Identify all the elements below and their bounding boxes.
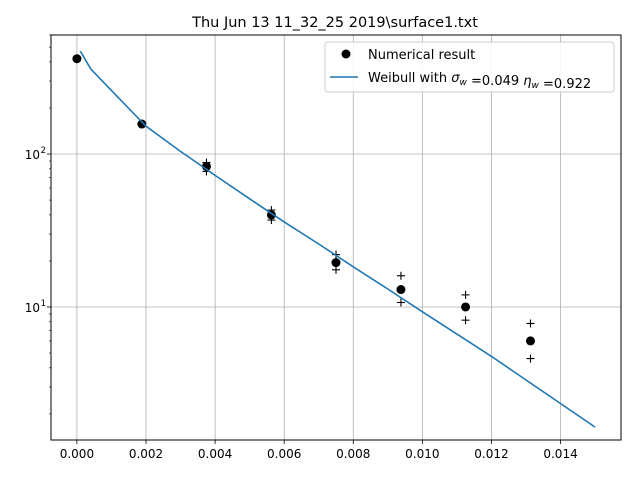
error-bound-marker: [202, 158, 211, 167]
legend-label-weibull: Weibull with σw =0.049 ηw =0.922: [368, 71, 591, 92]
weibull-fit-line: [79, 50, 596, 428]
series-layer: [72, 50, 596, 428]
legend-label-part: w: [460, 78, 468, 88]
error-bound-marker: [267, 216, 276, 225]
x-tick-label: 0.008: [336, 447, 370, 461]
legend-label-part: Weibull with: [368, 71, 451, 86]
y-tick-exponent: 1: [41, 299, 46, 309]
chart-title: Thu Jun 13 11_32_25 2019\surface1.txt: [191, 15, 478, 31]
x-tick-label: 0.002: [129, 447, 163, 461]
numerical-result-point: [331, 258, 341, 268]
numerical-result-point: [461, 302, 471, 312]
axes-frame: [50, 34, 622, 441]
legend-label-part: =0.049: [467, 74, 523, 89]
numerical-result-point: [72, 54, 82, 64]
legend-box: [324, 41, 615, 93]
y-tick-exponent: 2: [41, 146, 46, 156]
numerical-result-point: [525, 336, 535, 346]
x-tick-label: 0.014: [543, 447, 577, 461]
x-tick-label: 0.004: [198, 447, 232, 461]
x-tick-label: 0.006: [267, 447, 301, 461]
legend-label-part: η: [523, 74, 531, 89]
error-bound-marker: [526, 319, 535, 328]
x-tick-label: 0.012: [474, 447, 508, 461]
y-tick-label: 10: [25, 148, 40, 162]
numerical-result-point: [137, 119, 147, 129]
grid-layer: [51, 35, 621, 440]
error-bound-marker: [526, 354, 535, 363]
legend-label-numerical: Numerical result: [368, 48, 475, 63]
legend-label-part: σ: [451, 71, 460, 86]
legend-label-part: =0.922: [539, 77, 591, 92]
error-bound-marker: [396, 298, 405, 307]
numerical-result-point: [396, 285, 406, 295]
legend-label-part: w: [532, 81, 540, 91]
legend-marker-numerical: [341, 49, 351, 59]
error-bound-marker: [332, 265, 340, 274]
error-bound-marker: [461, 290, 470, 299]
y-tick-label: 10: [25, 301, 40, 315]
x-tick-label: 0.000: [60, 447, 94, 461]
error-bound-marker: [396, 271, 405, 280]
tick-layer: 0.000 0.002 0.004 0.006 0.008 0.010 0.012 0.014…: [25, 34, 578, 461]
x-tick-label: 0.010: [405, 447, 439, 461]
error-bound-marker: [461, 316, 470, 325]
